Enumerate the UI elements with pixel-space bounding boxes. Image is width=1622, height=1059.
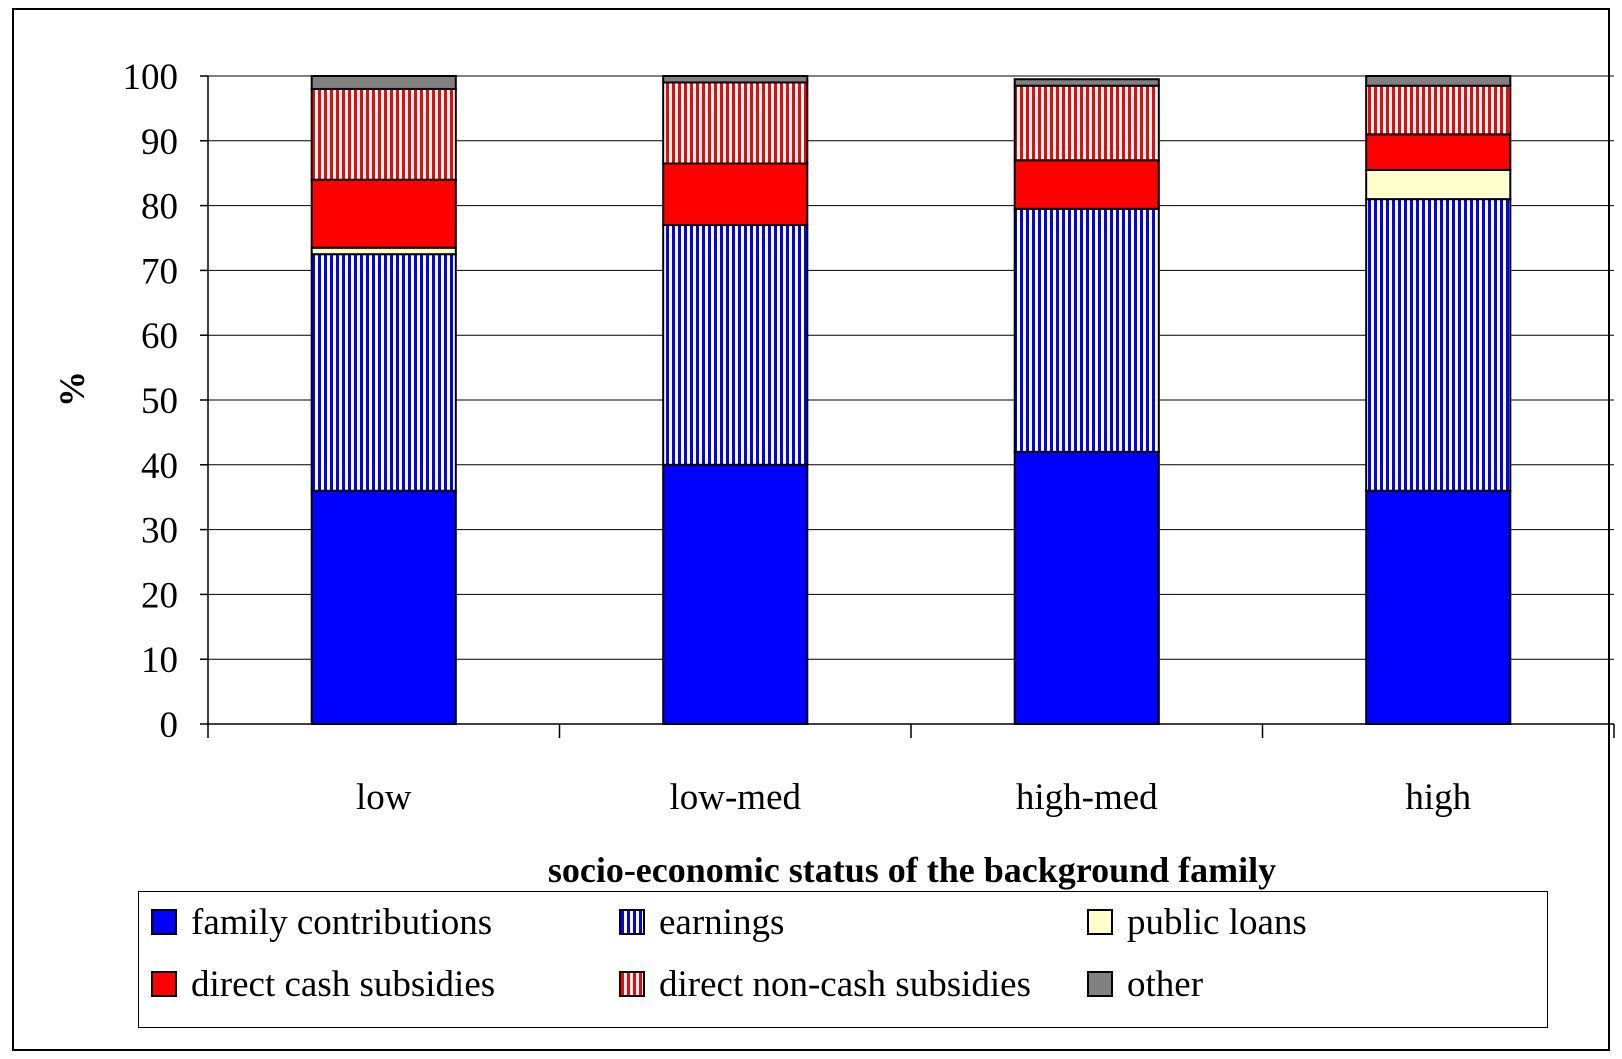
bar-segment xyxy=(662,162,809,227)
legend-swatch xyxy=(151,909,177,935)
y-tick-label: 90 xyxy=(141,122,178,163)
bar-segment xyxy=(662,81,809,165)
bar-segment xyxy=(1013,207,1160,453)
bar-segment xyxy=(1013,84,1160,162)
legend-label: earnings xyxy=(659,901,785,943)
legend-item: direct cash subsidies xyxy=(151,960,495,1008)
bar-segment xyxy=(1365,489,1512,725)
axes: 0 10 20 30 40 50 60 70 80 90 100 low low-med high-med… xyxy=(123,57,1615,818)
legend-item: other xyxy=(1087,960,1203,1008)
y-tick-label: 100 xyxy=(123,57,179,98)
legend-swatch xyxy=(619,971,645,997)
y-tick-label: 40 xyxy=(141,446,178,487)
y-tick-label: 10 xyxy=(141,640,178,681)
bar-segment xyxy=(1365,75,1512,87)
legend-item: direct non-cash subsidies xyxy=(619,960,1031,1008)
x-tick-label: low xyxy=(356,777,412,818)
bar-segment xyxy=(310,178,457,249)
legend-label: public loans xyxy=(1127,901,1307,943)
legend-item: earnings xyxy=(619,898,784,946)
x-tick-label: low-med xyxy=(669,777,801,818)
y-tick-label: 60 xyxy=(141,316,178,357)
legend-label: other xyxy=(1127,963,1204,1005)
bars xyxy=(310,75,1512,725)
x-tick-label: high-med xyxy=(1016,777,1158,818)
bar-segment xyxy=(1365,168,1512,201)
x-axis-title: socio-economic status of the background … xyxy=(548,850,1276,890)
legend-item: public loans xyxy=(1087,898,1307,946)
legend-label: direct non-cash subsidies xyxy=(659,963,1031,1005)
legend-label: family contributions xyxy=(191,901,493,943)
y-tick-label: 0 xyxy=(160,705,179,746)
bar-segment xyxy=(310,75,457,90)
legend-item: family contributions xyxy=(151,898,492,946)
y-tick-label: 70 xyxy=(141,251,178,292)
legend-label: direct cash subsidies xyxy=(191,963,496,1005)
legend-swatch xyxy=(619,909,645,935)
y-tick-label: 50 xyxy=(141,381,178,422)
bar-segment xyxy=(662,224,809,466)
y-axis-title: % xyxy=(52,371,92,407)
bar-segment xyxy=(310,489,457,725)
y-tick-label: 20 xyxy=(141,575,178,616)
x-tick-label: high xyxy=(1405,777,1471,818)
bar-segment xyxy=(1365,133,1512,171)
y-tick-label: 30 xyxy=(141,511,178,552)
legend-swatch xyxy=(1087,971,1113,997)
bar-segment xyxy=(1013,159,1160,210)
bar-segment xyxy=(662,463,809,725)
y-tick-label: 80 xyxy=(141,187,178,228)
legend: family contributions earnings public loans… xyxy=(138,891,1548,1028)
bar-segment xyxy=(662,75,809,84)
legend-swatch xyxy=(1087,909,1113,935)
bar-segment xyxy=(1013,78,1160,87)
bar-segment xyxy=(1013,450,1160,725)
legend-swatch xyxy=(151,971,177,997)
bar-segment xyxy=(1365,198,1512,492)
bar-segment xyxy=(310,253,457,492)
bar-segment xyxy=(310,87,457,181)
bar-segment xyxy=(1365,84,1512,136)
